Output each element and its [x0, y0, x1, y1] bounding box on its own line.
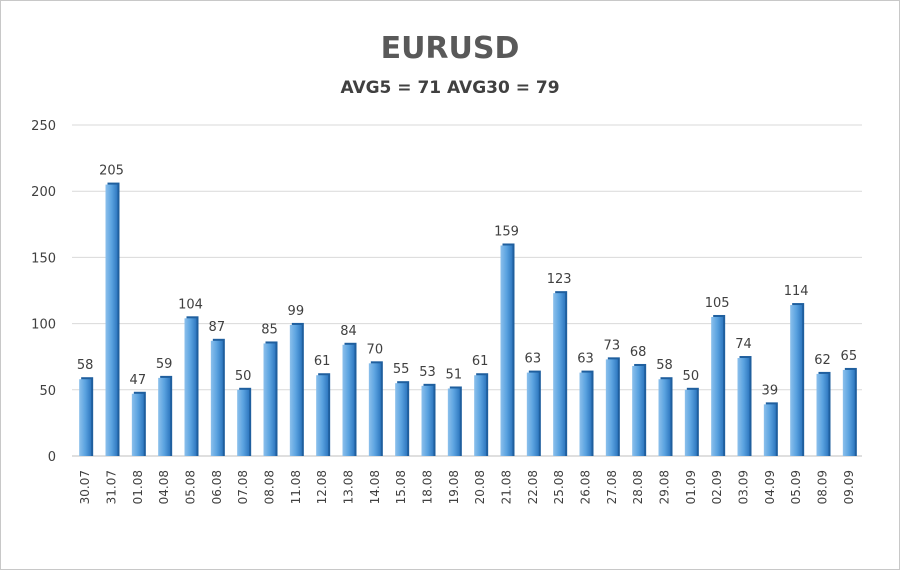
- bar: [210, 340, 223, 456]
- bar: [500, 245, 513, 456]
- y-tick-label: 200: [31, 185, 56, 200]
- bar: [474, 375, 487, 456]
- x-tick-label: 08.08: [263, 470, 277, 504]
- bar: [368, 363, 381, 456]
- x-tick-label: 08.09: [816, 470, 830, 504]
- x-tick-label: 14.08: [368, 470, 382, 504]
- bar: [605, 359, 618, 456]
- x-tick-label: 11.08: [289, 470, 303, 504]
- x-tick-label: 28.08: [631, 470, 645, 504]
- data-label: 51: [446, 367, 463, 382]
- bar: [737, 358, 750, 456]
- bar: [289, 324, 302, 456]
- x-tick-label: 12.08: [315, 470, 329, 504]
- x-tick-label: 20.08: [473, 470, 487, 504]
- data-label: 39: [762, 383, 779, 398]
- x-tick-label: 02.09: [710, 470, 724, 504]
- y-tick-label: 100: [31, 318, 56, 333]
- x-tick-label: 01.09: [684, 470, 698, 504]
- data-label: 61: [314, 354, 331, 369]
- bar: [816, 373, 829, 456]
- bar: [632, 365, 645, 456]
- y-tick-label: 250: [31, 119, 56, 134]
- x-tick-label: 18.08: [421, 470, 435, 504]
- data-label: 63: [577, 352, 594, 367]
- data-label: 50: [235, 369, 252, 384]
- x-tick-label: 31.07: [105, 470, 119, 504]
- bar: [131, 393, 144, 456]
- x-tick-label: 27.08: [605, 470, 619, 504]
- data-label: 58: [656, 358, 673, 373]
- x-tick-label: 30.07: [78, 470, 92, 504]
- x-tick-label: 22.08: [526, 470, 540, 504]
- data-label: 87: [209, 320, 226, 335]
- bar: [447, 388, 460, 456]
- chart-subtitle: AVG5 = 71 AVG30 = 79: [340, 78, 559, 98]
- bar: [526, 372, 539, 456]
- bar: [263, 343, 276, 456]
- data-label: 59: [156, 357, 173, 372]
- data-label: 84: [340, 324, 357, 339]
- bar: [421, 385, 434, 456]
- x-tick-label: 09.09: [842, 470, 856, 504]
- data-label: 85: [261, 322, 278, 337]
- y-tick-label: 0: [48, 450, 56, 465]
- x-tick-label: 19.08: [447, 470, 461, 504]
- data-label: 63: [525, 352, 542, 367]
- bar: [763, 404, 776, 456]
- bar: [658, 379, 671, 456]
- bar: [158, 377, 171, 456]
- bar: [579, 372, 592, 456]
- x-tick-label: 05.08: [184, 470, 198, 504]
- bar: [684, 389, 697, 456]
- x-tick-label: 01.08: [131, 470, 145, 504]
- data-label: 65: [841, 349, 858, 364]
- x-tick-label: 04.08: [157, 470, 171, 504]
- data-label: 74: [735, 337, 752, 352]
- x-tick-label: 29.08: [658, 470, 672, 504]
- bar: [79, 379, 92, 456]
- bar: [553, 293, 566, 456]
- data-label: 73: [604, 338, 621, 353]
- data-label: 123: [547, 272, 572, 287]
- bar: [105, 184, 118, 456]
- data-label: 53: [419, 365, 436, 380]
- data-label: 61: [472, 354, 489, 369]
- x-tick-label: 15.08: [394, 470, 408, 504]
- bar: [395, 383, 408, 456]
- data-label: 58: [77, 358, 94, 373]
- bar: [711, 316, 724, 456]
- bar: [184, 318, 197, 456]
- data-label: 70: [367, 342, 384, 357]
- data-label: 68: [630, 345, 647, 360]
- x-tick-label: 21.08: [500, 470, 514, 504]
- x-tick-label: 04.09: [763, 470, 777, 504]
- x-tick-label: 13.08: [342, 470, 356, 504]
- data-label: 47: [130, 373, 147, 388]
- data-label: 105: [705, 296, 730, 311]
- data-label: 99: [288, 304, 305, 319]
- bar: [842, 369, 855, 456]
- x-tick-label: 06.08: [210, 470, 224, 504]
- bar: [342, 344, 355, 456]
- data-label: 114: [784, 284, 809, 299]
- chart-title: EURUSD: [381, 31, 520, 66]
- bar: [316, 375, 329, 456]
- x-tick-label: 26.08: [579, 470, 593, 504]
- data-label: 55: [393, 362, 410, 377]
- data-label: 50: [683, 369, 700, 384]
- x-tick-label: 03.09: [737, 470, 751, 504]
- data-label: 205: [99, 164, 124, 179]
- x-tick-label: 05.09: [789, 470, 803, 504]
- bar: [237, 389, 250, 456]
- data-label: 104: [178, 297, 203, 312]
- data-label: 62: [814, 353, 831, 368]
- bar: [790, 305, 803, 456]
- y-tick-label: 150: [31, 251, 56, 266]
- x-tick-label: 25.08: [552, 470, 566, 504]
- data-label: 159: [494, 224, 519, 239]
- x-tick-label: 07.08: [236, 470, 250, 504]
- y-tick-label: 50: [39, 384, 56, 399]
